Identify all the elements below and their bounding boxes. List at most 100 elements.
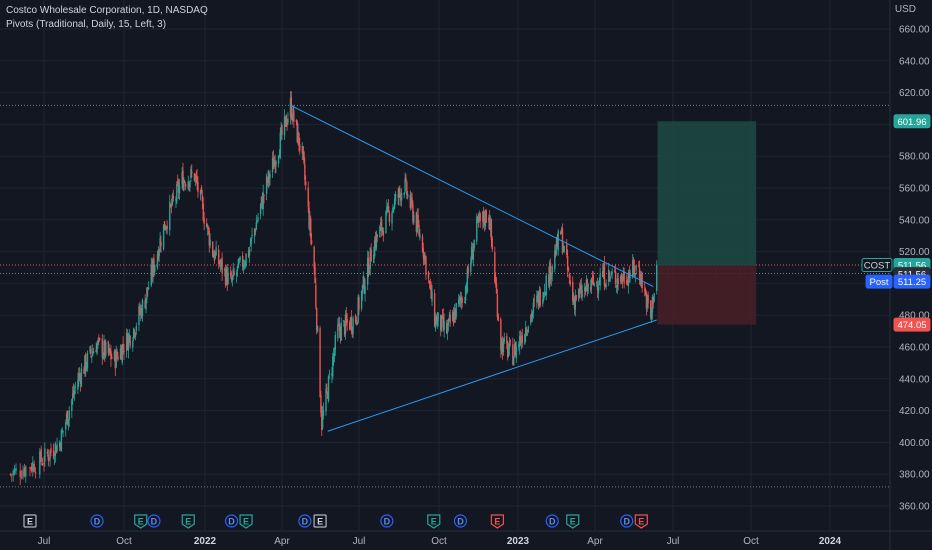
earnings-marker-label: E (494, 517, 500, 527)
candle-body (207, 227, 210, 230)
candle-body (65, 422, 67, 430)
y-tick-label: 440.00 (899, 374, 930, 385)
earnings-marker-label: E (27, 517, 33, 527)
candle-body (584, 289, 587, 293)
candle-body (170, 203, 173, 208)
earnings-marker-label: E (570, 517, 576, 527)
x-tick-label: 2022 (194, 536, 217, 547)
candle-body (400, 192, 403, 201)
earnings-marker[interactable] (490, 514, 504, 529)
earnings-marker[interactable] (634, 514, 648, 529)
dividend-marker[interactable] (147, 514, 161, 528)
candle-body (271, 157, 274, 172)
candle-body (361, 285, 364, 294)
candle-body (433, 293, 436, 327)
candle-body (373, 240, 376, 257)
x-tick-label: Apr (587, 536, 603, 547)
symbol-title[interactable]: Costco Wholesale Corporation, 1D, NASDAQ (6, 5, 208, 16)
dividend-marker[interactable] (380, 514, 394, 528)
candle-body (181, 172, 183, 184)
candle-body (199, 190, 202, 196)
dividend-marker[interactable] (620, 514, 634, 528)
dividend-marker[interactable] (545, 514, 559, 528)
candle-body (39, 451, 41, 475)
candle-body (375, 233, 378, 249)
candle-body (609, 276, 612, 279)
earnings-marker[interactable] (427, 514, 441, 529)
candle-body (574, 297, 577, 310)
earnings-marker[interactable] (134, 514, 148, 529)
earnings-marker[interactable] (566, 514, 580, 529)
candle-body (316, 326, 319, 332)
candle-body (272, 157, 275, 169)
candle-body (235, 273, 238, 276)
candle-body (501, 342, 504, 355)
loss-zone[interactable] (657, 265, 757, 325)
candle-body (459, 297, 462, 300)
candle-body (254, 229, 257, 233)
candle-body (116, 352, 118, 357)
candle-body (364, 286, 366, 295)
candle-body (471, 249, 474, 260)
candle-body (497, 314, 499, 321)
candle-body (532, 302, 535, 313)
candle-body (485, 210, 487, 223)
earnings-marker[interactable] (23, 514, 37, 528)
triangle-trendlines[interactable] (290, 104, 657, 432)
earnings-marker[interactable] (313, 514, 327, 528)
candle-body (290, 96, 293, 119)
candle-body (349, 317, 352, 328)
price-label-post (865, 274, 893, 289)
dividend-marker[interactable] (224, 514, 239, 528)
candle-body (226, 269, 228, 286)
candle-body (65, 413, 68, 422)
candle-body (256, 221, 258, 223)
candle-body (315, 284, 317, 308)
profit-zone[interactable] (657, 121, 757, 266)
candle-body (245, 253, 247, 266)
lower-trendline[interactable] (327, 319, 657, 432)
candle-body (596, 285, 599, 291)
indicator-label[interactable]: Pivots (Traditional, Daily, 15, Left, 3) (6, 19, 167, 30)
upper-trendline[interactable] (290, 104, 654, 288)
dividend-marker[interactable] (298, 514, 312, 528)
candle-body (29, 467, 31, 470)
time-axis[interactable]: Jul Oct 2022 Apr Jul Oct 2023 Apr Jul Oct 2024 (38, 536, 842, 547)
candle-body (465, 288, 468, 290)
candle-body (302, 146, 304, 154)
candle-body (92, 350, 95, 354)
candle-body (640, 273, 642, 285)
candle-body (572, 282, 574, 302)
candle-body (78, 374, 81, 376)
earnings-marker[interactable] (239, 514, 253, 529)
candle-body (151, 265, 153, 277)
candle-body (515, 346, 517, 359)
candle-body (71, 399, 73, 411)
earnings-marker[interactable] (181, 514, 195, 529)
candle-body (243, 264, 246, 266)
candle-body (13, 468, 16, 474)
candle-body (348, 322, 351, 330)
candle-body (656, 265, 658, 291)
dividend-marker[interactable] (453, 514, 468, 528)
candle-body (394, 193, 397, 202)
candle-body (289, 98, 292, 117)
candle-body (266, 178, 269, 184)
y-tick-label: 480.00 (899, 311, 930, 322)
x-tick-label: Oct (116, 536, 132, 547)
candle-body (590, 278, 593, 287)
candle-body (626, 281, 629, 286)
candle-body (425, 256, 427, 275)
candle-body (647, 295, 649, 304)
candle-body (460, 299, 463, 303)
candle-body (556, 236, 559, 247)
candle-body (85, 354, 87, 371)
candle-body (79, 376, 82, 384)
candle-body (141, 299, 144, 316)
candle-body (265, 176, 268, 194)
long-position-tool[interactable] (657, 121, 757, 325)
candle-body (110, 350, 112, 360)
dividend-marker[interactable] (90, 514, 104, 528)
